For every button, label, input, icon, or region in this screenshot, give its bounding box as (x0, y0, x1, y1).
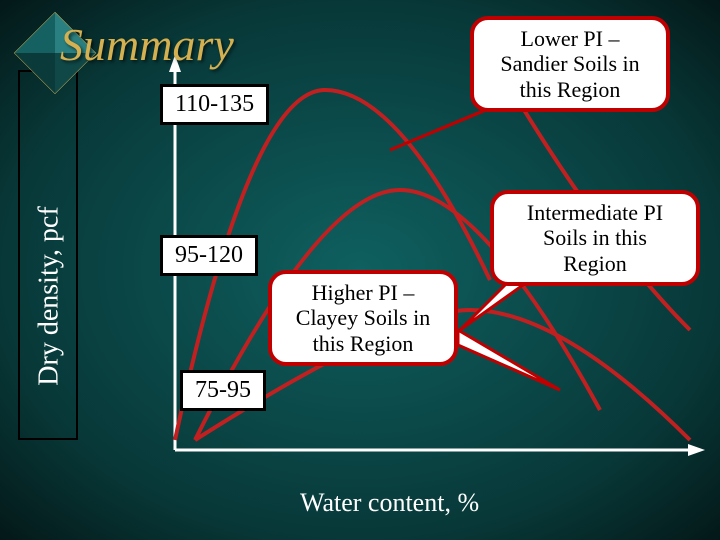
callout-tail-higher-pi (458, 330, 560, 390)
callout-tail-intermediate-pi (460, 280, 530, 330)
callout-line: this Region (313, 331, 414, 356)
density-range-mid: 95-120 (160, 235, 258, 276)
callout-line: Sandier Soils in (500, 51, 639, 76)
y-axis-label: Dry density, pcf (34, 206, 66, 385)
callout-line: Clayey Soils in (296, 305, 430, 330)
callout-intermediate-pi: Intermediate PI Soils in this Region (490, 190, 700, 286)
callout-lower-pi: Lower PI – Sandier Soils in this Region (470, 16, 670, 112)
callout-line: Higher PI – (312, 280, 415, 305)
callout-higher-pi: Higher PI – Clayey Soils in this Region (268, 270, 458, 366)
callout-line: Lower PI – (521, 26, 620, 51)
x-axis-arrow (688, 444, 705, 456)
density-range-high: 110-135 (160, 84, 269, 125)
density-range-low: 75-95 (180, 370, 266, 411)
callout-line: Region (563, 251, 627, 276)
callout-line: this Region (520, 77, 621, 102)
callout-line: Intermediate PI (527, 200, 663, 225)
callout-line: Soils in this (543, 225, 647, 250)
page-title: Summary (60, 18, 234, 71)
x-axis-label: Water content, % (300, 488, 479, 518)
